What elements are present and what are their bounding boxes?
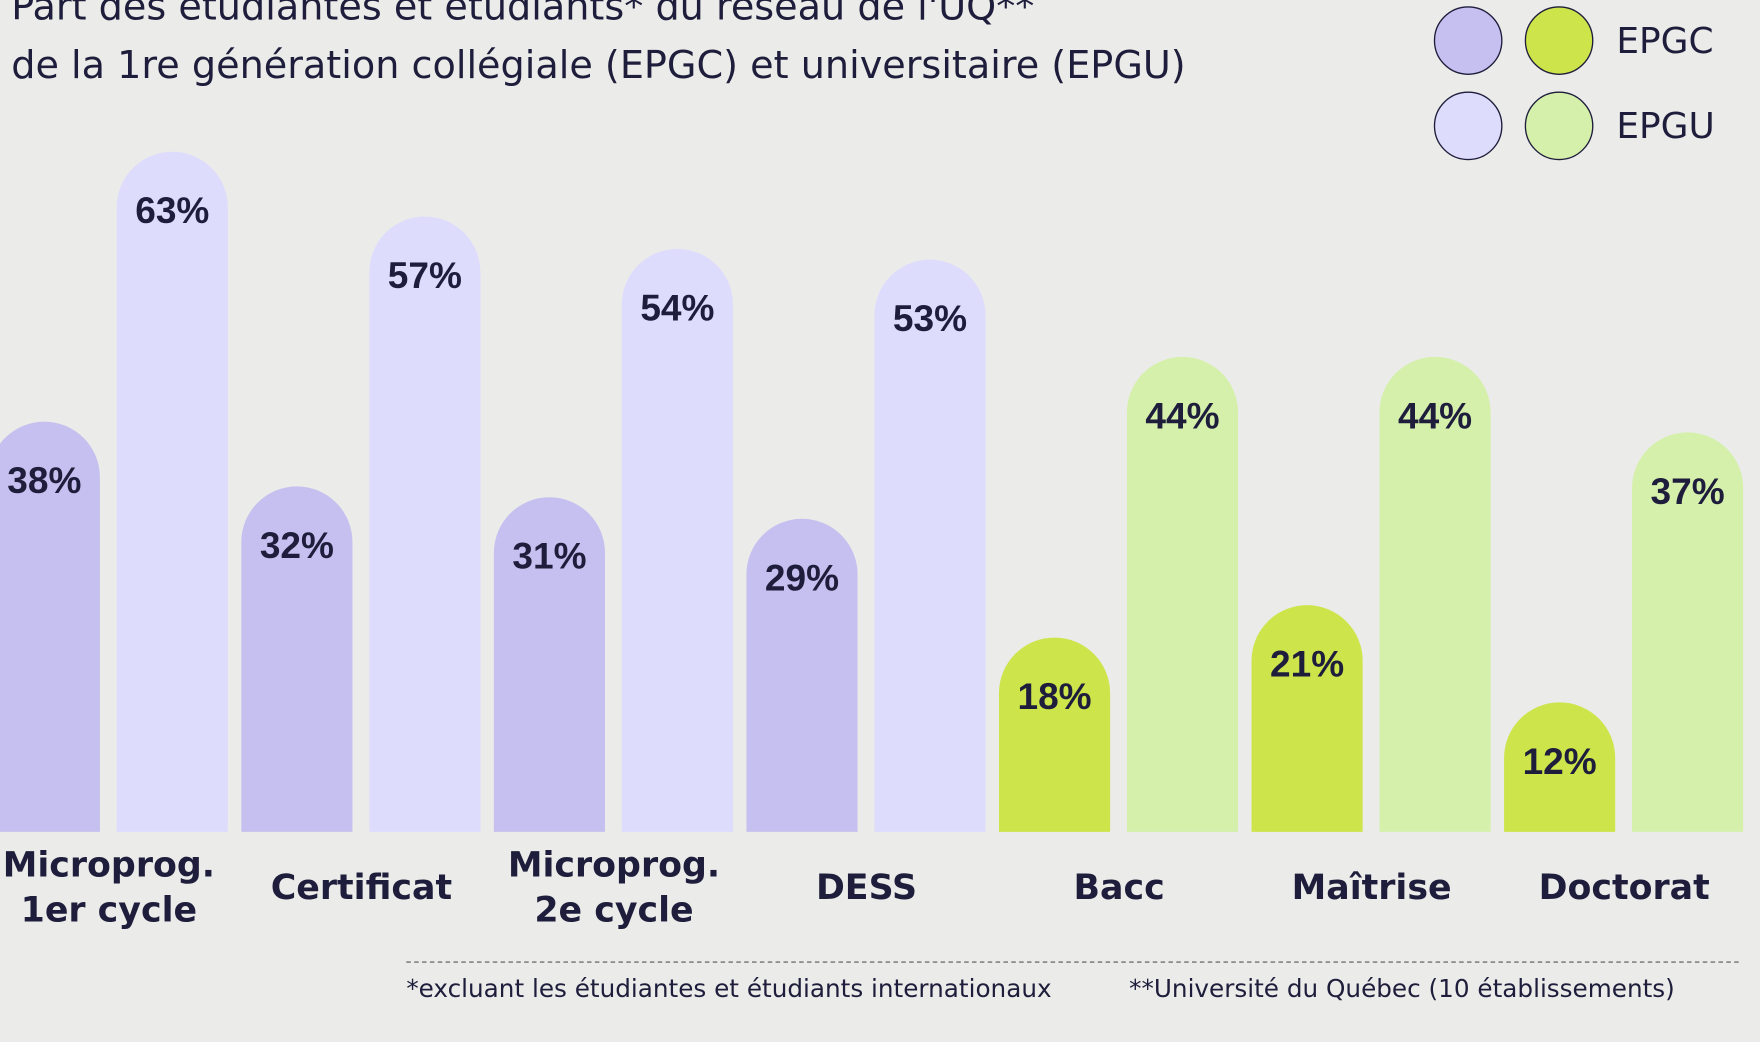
chart-title: de la 1re génération collégiale (EPGC) e…	[11, 43, 1185, 87]
data-label: 12%	[1523, 740, 1597, 782]
x-tick-label: Doctorat	[1539, 868, 1710, 908]
data-label: 32%	[260, 524, 334, 566]
data-label: 53%	[893, 297, 967, 339]
x-tick-label: Microprog.	[3, 846, 215, 886]
bar	[621, 248, 733, 832]
legend-label: EPGU	[1616, 106, 1714, 147]
legend-swatch	[1524, 91, 1594, 161]
bar	[1126, 356, 1239, 832]
bar	[116, 151, 228, 832]
bar	[874, 259, 986, 832]
bar	[998, 637, 1111, 832]
bar	[746, 518, 858, 832]
data-label: 18%	[1017, 675, 1091, 717]
x-tick-label: 1er cycle	[21, 891, 197, 931]
bar	[369, 216, 481, 832]
x-tick-label: Certificat	[271, 868, 452, 908]
data-label: 29%	[765, 556, 839, 598]
legend-swatch	[1524, 6, 1594, 75]
data-label: 38%	[7, 459, 81, 501]
bar	[1504, 702, 1616, 832]
data-label: 63%	[135, 189, 209, 231]
data-label: 54%	[640, 286, 714, 328]
data-label: 57%	[388, 254, 462, 296]
bar	[1632, 432, 1744, 832]
data-label: 44%	[1398, 394, 1472, 436]
footnote: **Université du Québec (10 établissement…	[1129, 974, 1675, 1003]
footnote: *excluant les étudiantes et étudiants in…	[406, 974, 1051, 1003]
data-label: 44%	[1145, 394, 1219, 436]
data-label: 31%	[512, 535, 586, 577]
bar	[493, 497, 605, 832]
x-tick-label: 2e cycle	[534, 891, 693, 931]
bar	[0, 421, 100, 832]
x-tick-label: Bacc	[1073, 868, 1164, 908]
data-label: 21%	[1270, 643, 1344, 685]
x-tick-label: Maîtrise	[1292, 868, 1452, 908]
chart-title: Part des étudiantes et étudiants* du rés…	[11, 0, 1034, 29]
legend-swatch	[1433, 91, 1503, 161]
x-tick-label: Microprog.	[508, 846, 720, 886]
bar	[241, 486, 353, 832]
bar	[1379, 356, 1491, 832]
bar	[1251, 605, 1363, 832]
legend-swatch	[1433, 6, 1503, 75]
data-label: 37%	[1651, 470, 1725, 512]
legend-label: EPGC	[1616, 21, 1713, 62]
x-tick-label: DESS	[816, 868, 917, 908]
